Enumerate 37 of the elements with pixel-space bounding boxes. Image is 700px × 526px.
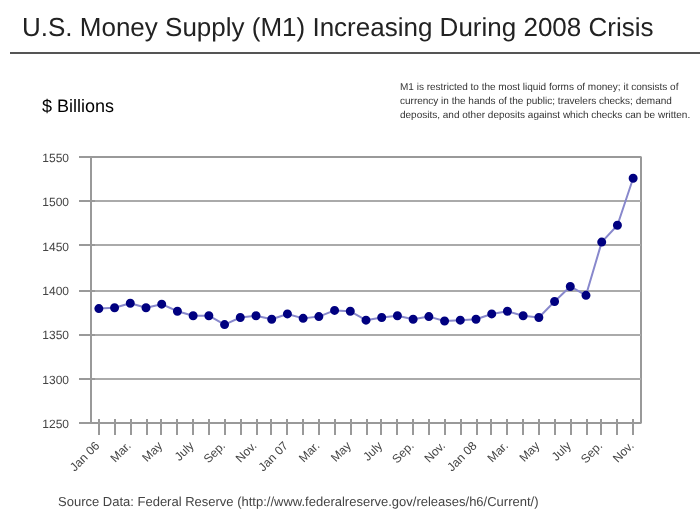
point (220, 320, 230, 330)
point (188, 311, 198, 321)
point (141, 303, 151, 313)
point (298, 313, 308, 323)
point (110, 303, 120, 313)
point (565, 281, 575, 291)
point (282, 309, 292, 319)
y-axis-title: $ Billions (42, 94, 115, 120)
point (330, 305, 340, 315)
point (392, 311, 402, 321)
point (597, 237, 607, 247)
point (628, 173, 638, 183)
point (534, 312, 544, 322)
point (487, 309, 497, 319)
point (550, 297, 560, 307)
point (581, 290, 591, 300)
point (377, 312, 387, 322)
point (94, 304, 104, 314)
point (518, 311, 528, 321)
chart-title: U.S. Money Supply (M1) Increasing During 2008 Crisis (22, 10, 654, 46)
point (612, 220, 622, 230)
point (345, 306, 355, 316)
point (424, 312, 434, 322)
point (251, 311, 261, 321)
point (502, 306, 512, 316)
point (471, 314, 481, 324)
point (125, 298, 135, 308)
point (267, 314, 277, 324)
point (408, 314, 418, 324)
point (157, 299, 167, 309)
point (455, 315, 465, 325)
point (172, 306, 182, 316)
point (235, 312, 245, 322)
point (204, 311, 214, 321)
point (314, 312, 324, 322)
point (440, 316, 450, 326)
point (361, 315, 371, 325)
